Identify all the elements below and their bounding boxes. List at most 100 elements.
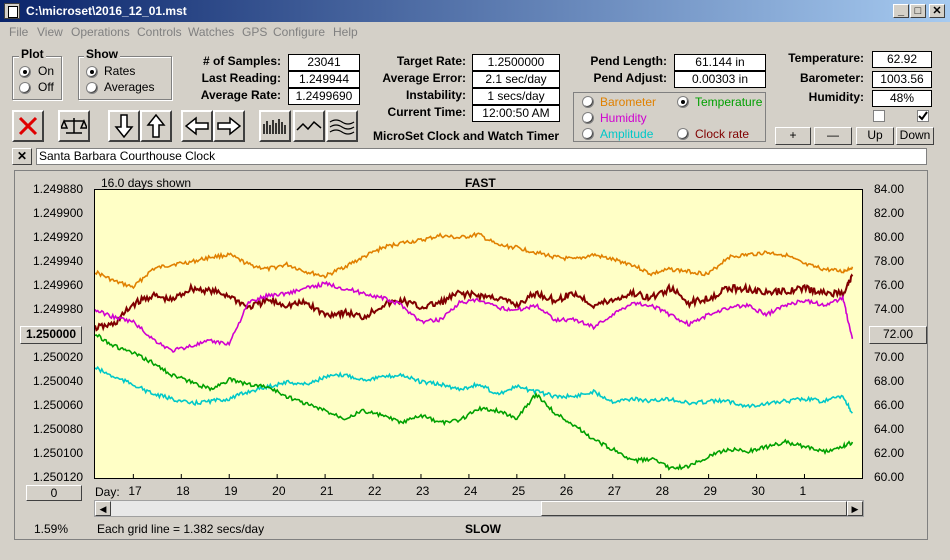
status-grid-info: Each grid line = 1.382 secs/day: [97, 522, 265, 536]
window-title: C:\microset\2016_12_01.mst: [26, 4, 187, 18]
amplitude-radio[interactable]: [582, 128, 594, 140]
x-tick-label: 25: [511, 484, 526, 498]
current-time-label: Current Time:: [387, 105, 466, 119]
x-axis-label: Day:: [95, 485, 120, 499]
x-tick-label: 21: [320, 484, 334, 498]
target-rate-label: Target Rate:: [396, 54, 466, 68]
temperature-label: Temperature:: [788, 51, 864, 65]
move-up-button[interactable]: [140, 110, 172, 142]
scroll-left-button[interactable]: [181, 110, 213, 142]
arrow-left-icon: [185, 116, 209, 136]
minimize-button[interactable]: _: [893, 4, 909, 18]
bar-view-button[interactable]: [259, 110, 291, 142]
y-left-tick-label: 1.250080: [33, 422, 84, 436]
barometer-option-label: Barometer: [600, 95, 657, 109]
move-down-button[interactable]: [108, 110, 140, 142]
minus-button[interactable]: —: [814, 127, 852, 145]
sensor-checkbox-2[interactable]: [917, 110, 929, 122]
y-right-tick-label: 74.00: [874, 302, 905, 316]
balance-button[interactable]: [58, 110, 90, 142]
multi-line-view-button[interactable]: [326, 110, 358, 142]
down-button[interactable]: Down: [896, 127, 934, 145]
app-icon[interactable]: [4, 3, 20, 19]
y-left-tick-label: 1.250060: [33, 398, 84, 412]
temperature-radio[interactable]: [677, 96, 689, 108]
y-right-tick-label: 70.00: [874, 350, 905, 364]
y-right-tick-label: 64.00: [874, 422, 905, 436]
average-error-label: Average Error:: [382, 71, 466, 85]
center-rate-button[interactable]: 1.250000: [20, 326, 82, 344]
menu-configure[interactable]: Configure: [273, 25, 326, 39]
stop-button[interactable]: [12, 110, 44, 142]
target-rate-field[interactable]: 1.2500000: [472, 54, 560, 71]
scroll-left-arrow[interactable]: ◀: [95, 501, 111, 516]
arrow-up-icon: [146, 114, 166, 138]
current-time-field: 12:00:50 AM: [472, 105, 560, 122]
menu-controls[interactable]: Controls: [137, 25, 182, 39]
menu-view[interactable]: View: [37, 25, 63, 39]
plot-off-radio[interactable]: [19, 82, 31, 94]
series-line-humidity: [94, 280, 854, 353]
line-view-button[interactable]: [293, 110, 325, 142]
humidity-radio[interactable]: [582, 112, 594, 124]
x-tick-label: 27: [607, 484, 622, 498]
zero-button[interactable]: 0: [26, 485, 82, 501]
clock-rate-radio[interactable]: [677, 128, 689, 140]
y-right-tick-label: 84.00: [874, 182, 905, 196]
x-tick-label: 1: [799, 484, 807, 498]
y-right-tick-label: 80.00: [874, 230, 905, 244]
menu-operations[interactable]: Operations: [71, 25, 130, 39]
average-rate-field: 1.2499690: [288, 88, 360, 105]
show-averages-radio[interactable]: [86, 82, 98, 94]
pend-length-field[interactable]: 61.144 in: [674, 54, 766, 71]
plot-area[interactable]: [94, 189, 863, 479]
x-tick-label: 18: [176, 484, 190, 498]
plot-on-label: On: [38, 64, 55, 78]
horizontal-scrollbar[interactable]: ◀ ▶: [94, 500, 864, 517]
y-right-tick-label: 68.00: [874, 374, 905, 388]
y-left-tick-label: 1.250040: [33, 374, 84, 388]
clock-name-input[interactable]: Santa Barbara Courthouse Clock: [36, 148, 927, 165]
temperature-field: 62.92: [872, 51, 932, 68]
sensor-checkbox-1[interactable]: [873, 110, 885, 122]
menu-help[interactable]: Help: [333, 25, 358, 39]
x-tick-label: 23: [415, 484, 430, 498]
x-tick-label: 29: [703, 484, 717, 498]
plot-on-radio[interactable]: [19, 66, 31, 78]
days-shown-label: 16.0 days shown: [101, 176, 192, 190]
app-caption: MicroSet Clock and Watch Timer: [373, 129, 560, 143]
plus-button[interactable]: +: [775, 127, 811, 145]
menu-gps[interactable]: GPS: [242, 25, 268, 39]
y-left-tick-label: 1.249960: [33, 278, 84, 292]
scroll-right-button[interactable]: [213, 110, 245, 142]
x-tick-label: 19: [224, 484, 238, 498]
up-button[interactable]: Up: [856, 127, 894, 145]
close-window-button[interactable]: ✕: [929, 4, 945, 18]
barometer-radio[interactable]: [582, 96, 594, 108]
bars-icon: [263, 119, 286, 134]
y-left-tick-label: 1.250020: [33, 350, 84, 364]
y-right-tick-label: 62.00: [874, 446, 905, 460]
temperature-option-label: Temperature: [695, 95, 763, 109]
series-line-clock-rate: [94, 273, 854, 332]
series-line-temperature: [94, 333, 854, 471]
y-left-tick-label: 1.249940: [33, 254, 84, 268]
scroll-right-arrow[interactable]: ▶: [847, 501, 863, 516]
barometer-label: Barometer:: [799, 71, 864, 85]
title-bar: C:\microset\2016_12_01.mst _ □ ✕: [0, 0, 950, 22]
x-tick-label: 28: [655, 484, 670, 498]
menu-file[interactable]: File: [9, 25, 29, 39]
humidity-label: Humidity:: [808, 90, 864, 104]
last-reading-label: Last Reading:: [201, 71, 281, 85]
center-temperature-button[interactable]: 72.00: [869, 326, 927, 344]
humidity-option-label: Humidity: [600, 111, 647, 125]
maximize-button[interactable]: □: [910, 4, 926, 18]
samples-field: 23041: [288, 54, 360, 71]
scroll-thumb[interactable]: [541, 501, 847, 516]
pend-adjust-field: 0.00303 in: [674, 71, 766, 88]
menu-watches[interactable]: Watches: [188, 25, 235, 39]
instability-field: 1 secs/day: [472, 88, 560, 105]
y-right-tick-label: 76.00: [874, 278, 905, 292]
clear-clock-button[interactable]: ✕: [12, 148, 32, 165]
show-rates-radio[interactable]: [86, 66, 98, 78]
